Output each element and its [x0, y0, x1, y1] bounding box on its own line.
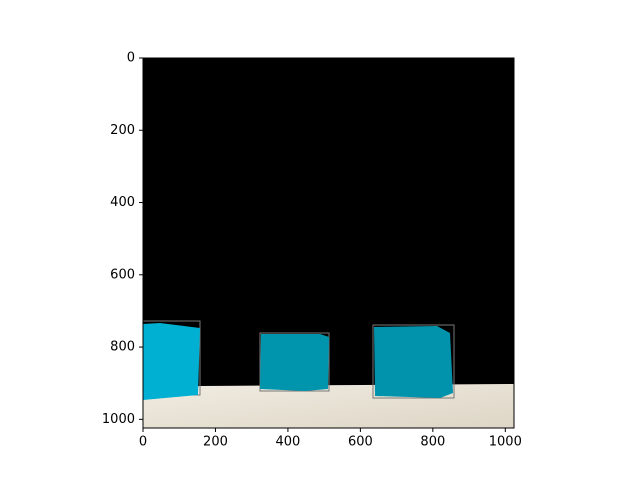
cube: [260, 334, 329, 391]
x-tick-label: 800: [420, 435, 445, 450]
image: [142, 58, 514, 428]
x-tick-label: 600: [348, 435, 373, 450]
axes-frame: [142, 57, 515, 429]
x-tick-label: 0: [139, 435, 147, 450]
y-tick-label: 600: [110, 267, 135, 282]
cube: [374, 326, 453, 398]
box-outline: [372, 324, 455, 399]
y-tick-label: 800: [110, 340, 135, 355]
x-tick-label: 400: [276, 435, 301, 450]
x-tick-label: 200: [203, 435, 228, 450]
cube: [143, 323, 200, 400]
y-tick-label: 1000: [102, 412, 135, 427]
y-tick-label: 200: [110, 123, 135, 138]
x-tick-label: 1000: [489, 435, 522, 450]
y-tick-label: 0: [127, 51, 135, 66]
box-outline: [259, 332, 330, 392]
y-tick-label: 400: [110, 195, 135, 210]
